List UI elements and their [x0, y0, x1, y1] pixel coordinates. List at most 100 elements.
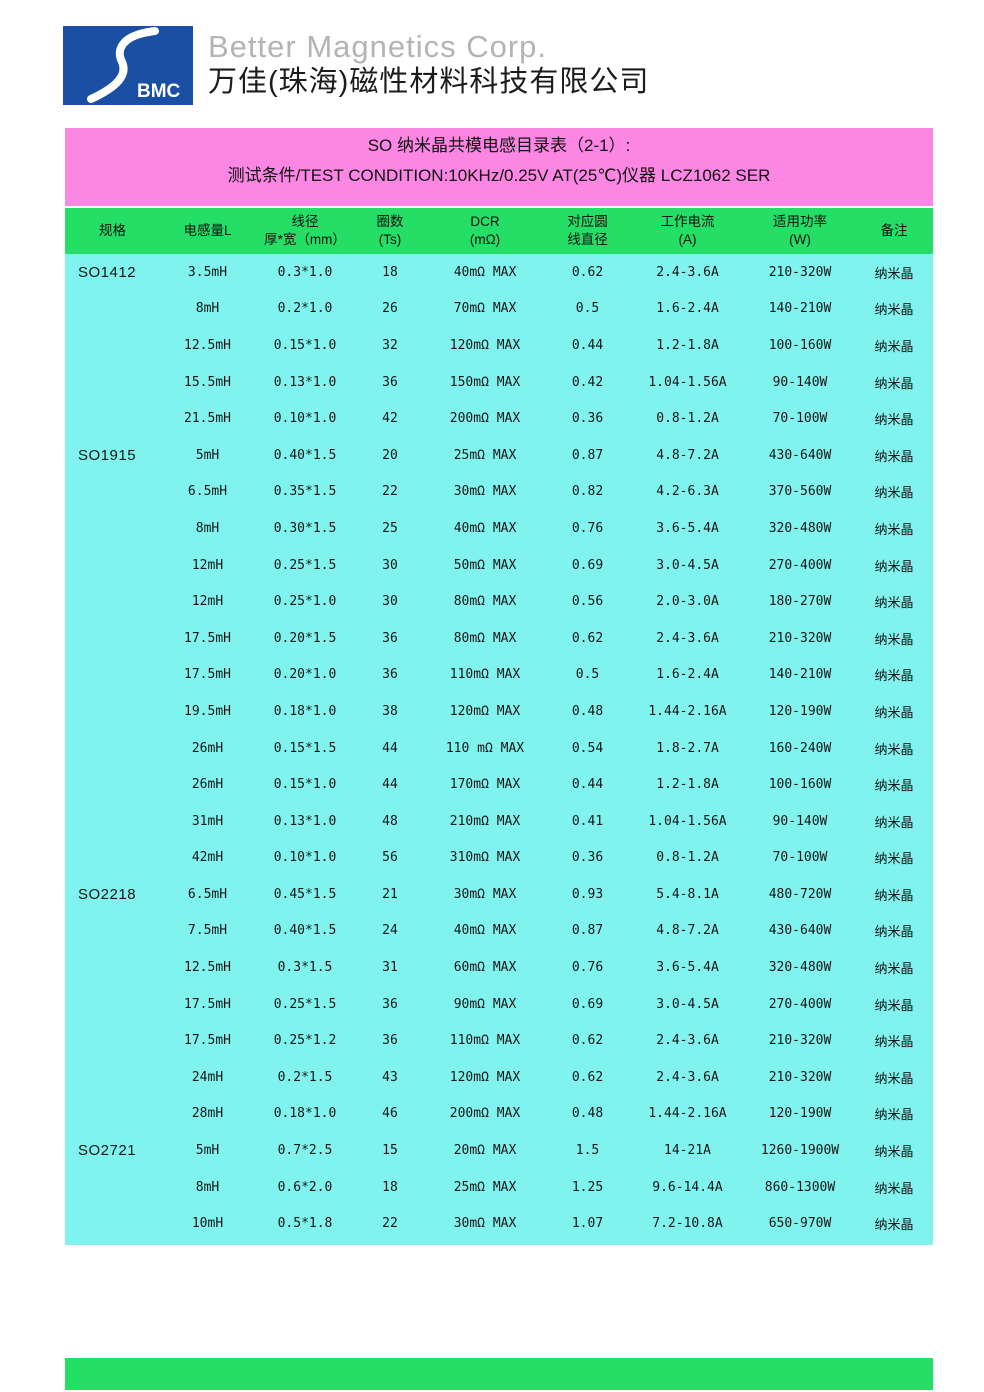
brand-header: BMC Better Magnetics Corp. 万佳(珠海)磁性材料科技有… [63, 26, 649, 105]
cell: 0.82 [571, 484, 604, 500]
cell: 3.6-5.4A [656, 520, 719, 536]
cell: 0.48 [571, 703, 604, 719]
table-row: 8mH 0.2*1.0 26 70mΩ MAX 0.5 1.6-2.4A 140-210W 纳… [65, 291, 933, 328]
cell: 4.8-7.2A [656, 447, 719, 463]
cell: 12mH [191, 594, 224, 610]
cell: 8mH [195, 520, 220, 536]
table-body: SO1412 3.5mH 0.3*1.0 18 40mΩ MAX 0.62 2.4-3.6A… [65, 254, 933, 1246]
cell: 0.18*1.0 [273, 703, 337, 719]
cell-spec: SO2721 [78, 1142, 137, 1160]
cell: 0.15*1.0 [273, 777, 337, 793]
cell: 0.76 [571, 960, 604, 976]
cell: 18 [382, 1179, 398, 1195]
cell: 0.93 [571, 886, 604, 902]
cell: 0.41 [571, 813, 604, 829]
cell: 0.30*1.5 [273, 520, 337, 536]
cell: 纳米晶 [874, 632, 914, 648]
table-row: 28mH 0.18*1.0 46 200mΩ MAX 0.48 1.44-2.16A 120… [65, 1096, 933, 1133]
col-header-round-wire-dia: 对应圆 线直径 [567, 213, 608, 247]
cell: 1.2-1.8A [656, 337, 719, 353]
table-row: 31mH 0.13*1.0 48 210mΩ MAX 0.41 1.04-1.56A 90-… [65, 803, 933, 840]
cell: 0.6*2.0 [277, 1179, 333, 1195]
cell: 210mΩ MAX [449, 813, 521, 829]
cell: 120mΩ MAX [449, 337, 521, 353]
table-row: 8mH 0.30*1.5 25 40mΩ MAX 0.76 3.6-5.4A 320-480… [65, 510, 933, 547]
cell: 100-160W [768, 777, 832, 793]
cell: 5.4-8.1A [656, 886, 719, 902]
cell: 2.4-3.6A [656, 630, 719, 646]
cell: 32 [382, 337, 398, 353]
cell: 26 [382, 301, 398, 317]
col-header-working-current: 工作电流 (A) [660, 213, 715, 247]
table-row: 26mH 0.15*1.5 44 110 mΩ MAX 0.54 1.8-2.7A 160-… [65, 730, 933, 767]
cell: 90mΩ MAX [453, 996, 517, 1012]
cell: 70-100W [772, 411, 828, 427]
cell: 36 [382, 374, 398, 390]
cell: 320-480W [768, 520, 832, 536]
cell: 纳米晶 [874, 559, 914, 575]
cell: 0.8-1.2A [656, 850, 719, 866]
cell: 纳米晶 [874, 522, 914, 538]
cell: 0.44 [571, 777, 604, 793]
cell: 36 [382, 1033, 398, 1049]
cell-spec: SO1412 [78, 263, 137, 281]
cell: 30mΩ MAX [453, 1216, 517, 1232]
cell: 28mH [191, 1106, 224, 1122]
cell: 纳米晶 [874, 925, 914, 941]
table-row: 12.5mH 0.3*1.5 31 60mΩ MAX 0.76 3.6-5.4A 320-4… [65, 949, 933, 986]
cell: 30 [382, 594, 398, 610]
cell: 42mH [191, 850, 224, 866]
cell: 15.5mH [184, 374, 231, 390]
cell: 2.0-3.0A [656, 594, 719, 610]
cell: 0.36 [571, 411, 604, 427]
cell: 12.5mH [184, 960, 231, 976]
cell: 80mΩ MAX [453, 630, 517, 646]
cell: 0.44 [571, 337, 604, 353]
logo-text: BMC [137, 81, 181, 102]
cell: 0.35*1.5 [273, 484, 337, 500]
table-row: SO2721 5mH 0.7*2.5 15 20mΩ MAX 1.5 14-21A 1260-… [65, 1132, 933, 1169]
cell: 60mΩ MAX [453, 960, 517, 976]
cell: 24 [382, 923, 398, 939]
cell: 26mH [191, 777, 224, 793]
cell: 14-21A [664, 1143, 711, 1159]
cell: 0.62 [571, 1069, 604, 1085]
cell: 320-480W [768, 960, 832, 976]
table-row: 12mH 0.25*1.5 30 50mΩ MAX 0.69 3.0-4.5A 270-40… [65, 547, 933, 584]
table-row: 17.5mH 0.25*1.5 36 90mΩ MAX 0.69 3.0-4.5A 270-… [65, 986, 933, 1023]
cell: 10mH [191, 1216, 224, 1232]
cell: 25 [382, 520, 398, 536]
cell: 0.36 [571, 850, 604, 866]
cell: 2.4-3.6A [656, 1033, 719, 1049]
cell: 31 [382, 960, 398, 976]
cell: 0.25*1.5 [273, 557, 337, 573]
cell: 0.15*1.5 [273, 740, 337, 756]
cell: 180-270W [768, 594, 832, 610]
cell: 90-140W [772, 813, 828, 829]
cell: 纳米晶 [874, 1035, 914, 1051]
cell: 46 [382, 1106, 398, 1122]
footer-bar [65, 1358, 933, 1390]
test-condition: 测试条件/TEST CONDITION:10KHz/0.25V AT(25℃)仪… [227, 166, 771, 186]
cell: 0.69 [571, 996, 604, 1012]
table-row: 26mH 0.15*1.0 44 170mΩ MAX 0.44 1.2-1.8A 100-1… [65, 766, 933, 803]
cell: 纳米晶 [874, 303, 914, 319]
cell-spec: SO2218 [78, 885, 137, 903]
cell: 5mH [195, 447, 220, 463]
cell: 17.5mH [184, 667, 231, 683]
cell: 70mΩ MAX [453, 301, 517, 317]
cell: 0.2*1.0 [277, 301, 333, 317]
table-row: 12.5mH 0.15*1.0 32 120mΩ MAX 0.44 1.2-1.8A 100… [65, 327, 933, 364]
cell: 120mΩ MAX [449, 703, 521, 719]
table-row: SO2218 6.5mH 0.45*1.5 21 30mΩ MAX 0.93 5.4-8.1… [65, 876, 933, 913]
company-name-zh: 万佳(珠海)磁性材料科技有限公司 [208, 66, 650, 99]
col-header-applicable-power: 适用功率 (W) [773, 213, 827, 247]
cell: 0.20*1.0 [273, 667, 337, 683]
cell: 120-190W [768, 1106, 832, 1122]
table-row: 42mH 0.10*1.0 56 310mΩ MAX 0.36 0.8-1.2A 70-10… [65, 840, 933, 877]
bmc-logo-icon: BMC [63, 26, 193, 105]
cell: 44 [382, 740, 398, 756]
cell: 430-640W [768, 923, 832, 939]
cell: 0.3*1.0 [277, 264, 333, 280]
cell: 21 [382, 886, 398, 902]
